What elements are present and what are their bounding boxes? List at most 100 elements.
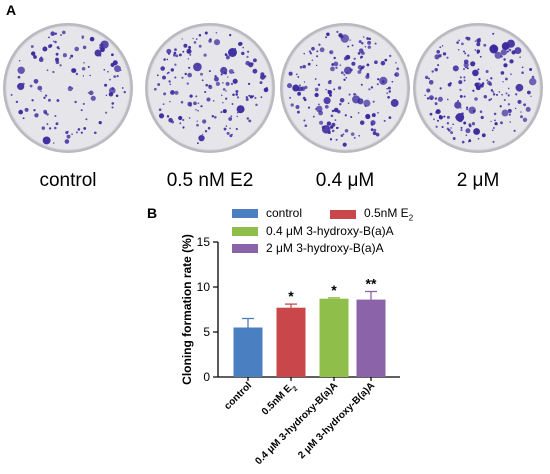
colony-dot bbox=[331, 129, 335, 133]
colony-dot bbox=[46, 69, 49, 72]
colony-dot bbox=[175, 54, 179, 58]
colony-dot bbox=[510, 73, 512, 75]
colony-dot bbox=[362, 65, 365, 69]
colony-dot bbox=[490, 98, 493, 100]
colony-dot bbox=[357, 98, 364, 105]
colony-dot bbox=[361, 42, 364, 45]
colony-dot bbox=[319, 47, 325, 53]
colony-dot bbox=[180, 100, 184, 104]
colony-dot bbox=[501, 109, 509, 117]
colony-dot bbox=[481, 133, 486, 138]
colony-dot bbox=[224, 71, 227, 75]
colony-dot bbox=[179, 122, 182, 125]
significance-mark-2: * bbox=[331, 282, 337, 298]
colony-dot bbox=[483, 43, 487, 47]
colony-dot bbox=[321, 125, 326, 129]
colony-dot bbox=[202, 119, 207, 124]
colony-dot bbox=[189, 94, 193, 98]
colony-dot bbox=[318, 43, 321, 46]
colony-dot bbox=[17, 66, 25, 75]
plate-label-2um: 2 μM bbox=[456, 170, 500, 191]
colony-dot bbox=[476, 51, 479, 54]
colony-dot bbox=[511, 50, 516, 55]
colony-dot bbox=[316, 55, 319, 58]
colony-dot bbox=[24, 107, 29, 112]
colony-dot bbox=[461, 140, 465, 144]
colony-dot bbox=[435, 125, 438, 128]
colony-dot bbox=[242, 46, 244, 49]
colony-dot bbox=[467, 54, 470, 57]
colony-dot bbox=[80, 131, 83, 134]
colony-dot bbox=[189, 53, 192, 56]
colony-dot bbox=[316, 50, 319, 53]
colony-dot bbox=[503, 63, 508, 68]
colony-dot bbox=[434, 54, 440, 60]
colony-dot bbox=[198, 134, 205, 142]
bar-0 bbox=[233, 327, 263, 377]
colony-dot bbox=[424, 94, 426, 97]
colony-dot bbox=[500, 55, 503, 58]
colony-dot bbox=[474, 97, 478, 101]
colony-dot bbox=[307, 106, 311, 109]
colony-dot bbox=[458, 80, 463, 85]
colony-dot bbox=[333, 56, 336, 60]
colony-dot bbox=[395, 62, 397, 64]
colony-dot bbox=[33, 109, 36, 112]
colony-dot bbox=[494, 119, 496, 122]
colony-dot bbox=[170, 68, 174, 72]
colony-dot bbox=[357, 52, 361, 55]
colony-dot bbox=[437, 96, 443, 102]
colony-dot bbox=[476, 42, 481, 47]
colony-dot bbox=[358, 48, 364, 53]
y-tick-label: 0 bbox=[203, 370, 210, 384]
colony-dot bbox=[368, 37, 371, 41]
colony-dot bbox=[446, 122, 450, 125]
colony-dot bbox=[163, 58, 166, 61]
colony-dot bbox=[435, 111, 438, 114]
colony-dot bbox=[318, 103, 320, 106]
colony-dot bbox=[157, 83, 161, 86]
colony-dot bbox=[507, 103, 511, 106]
colony-dot bbox=[222, 101, 224, 104]
colony-dot bbox=[52, 40, 55, 43]
colony-dot bbox=[222, 88, 226, 91]
colony-dot bbox=[336, 30, 339, 33]
colony-dot bbox=[452, 123, 455, 126]
colony-dot bbox=[80, 109, 83, 112]
colony-dot bbox=[457, 99, 460, 102]
colony-dot bbox=[47, 98, 51, 102]
colony-dot bbox=[443, 115, 446, 118]
colony-dot bbox=[344, 114, 347, 117]
colony-dot bbox=[434, 97, 438, 100]
colony-dot bbox=[339, 64, 342, 67]
colony-dot bbox=[479, 110, 483, 113]
colony-dot bbox=[252, 95, 255, 97]
colony-dot bbox=[330, 66, 335, 72]
colony-dot bbox=[495, 93, 499, 96]
colony-dot bbox=[472, 89, 475, 92]
colony-dot bbox=[215, 31, 218, 34]
colony-dot bbox=[77, 128, 81, 131]
colony-dot bbox=[308, 50, 312, 53]
colony-dot bbox=[458, 118, 463, 123]
colony-dot bbox=[75, 131, 78, 134]
colony-dot bbox=[93, 131, 97, 135]
colony-dot bbox=[437, 119, 439, 122]
colony-dot bbox=[56, 46, 60, 49]
colony-dot bbox=[220, 73, 223, 76]
colony-dot bbox=[428, 77, 430, 80]
y-tick-label: 5 bbox=[203, 325, 210, 339]
colony-dot bbox=[289, 96, 292, 99]
colony-dot bbox=[89, 74, 92, 77]
colony-dot bbox=[158, 108, 162, 111]
colony-dot bbox=[82, 102, 85, 105]
colony-dot bbox=[206, 97, 211, 102]
petri-dish-2 bbox=[280, 23, 410, 153]
colony-dot bbox=[507, 87, 510, 90]
colony-dot bbox=[248, 94, 251, 97]
colony-dot bbox=[452, 137, 456, 140]
colony-dot bbox=[166, 115, 170, 118]
colony-dot bbox=[49, 44, 53, 48]
colony-dot bbox=[247, 82, 251, 86]
colony-dot bbox=[383, 119, 386, 122]
